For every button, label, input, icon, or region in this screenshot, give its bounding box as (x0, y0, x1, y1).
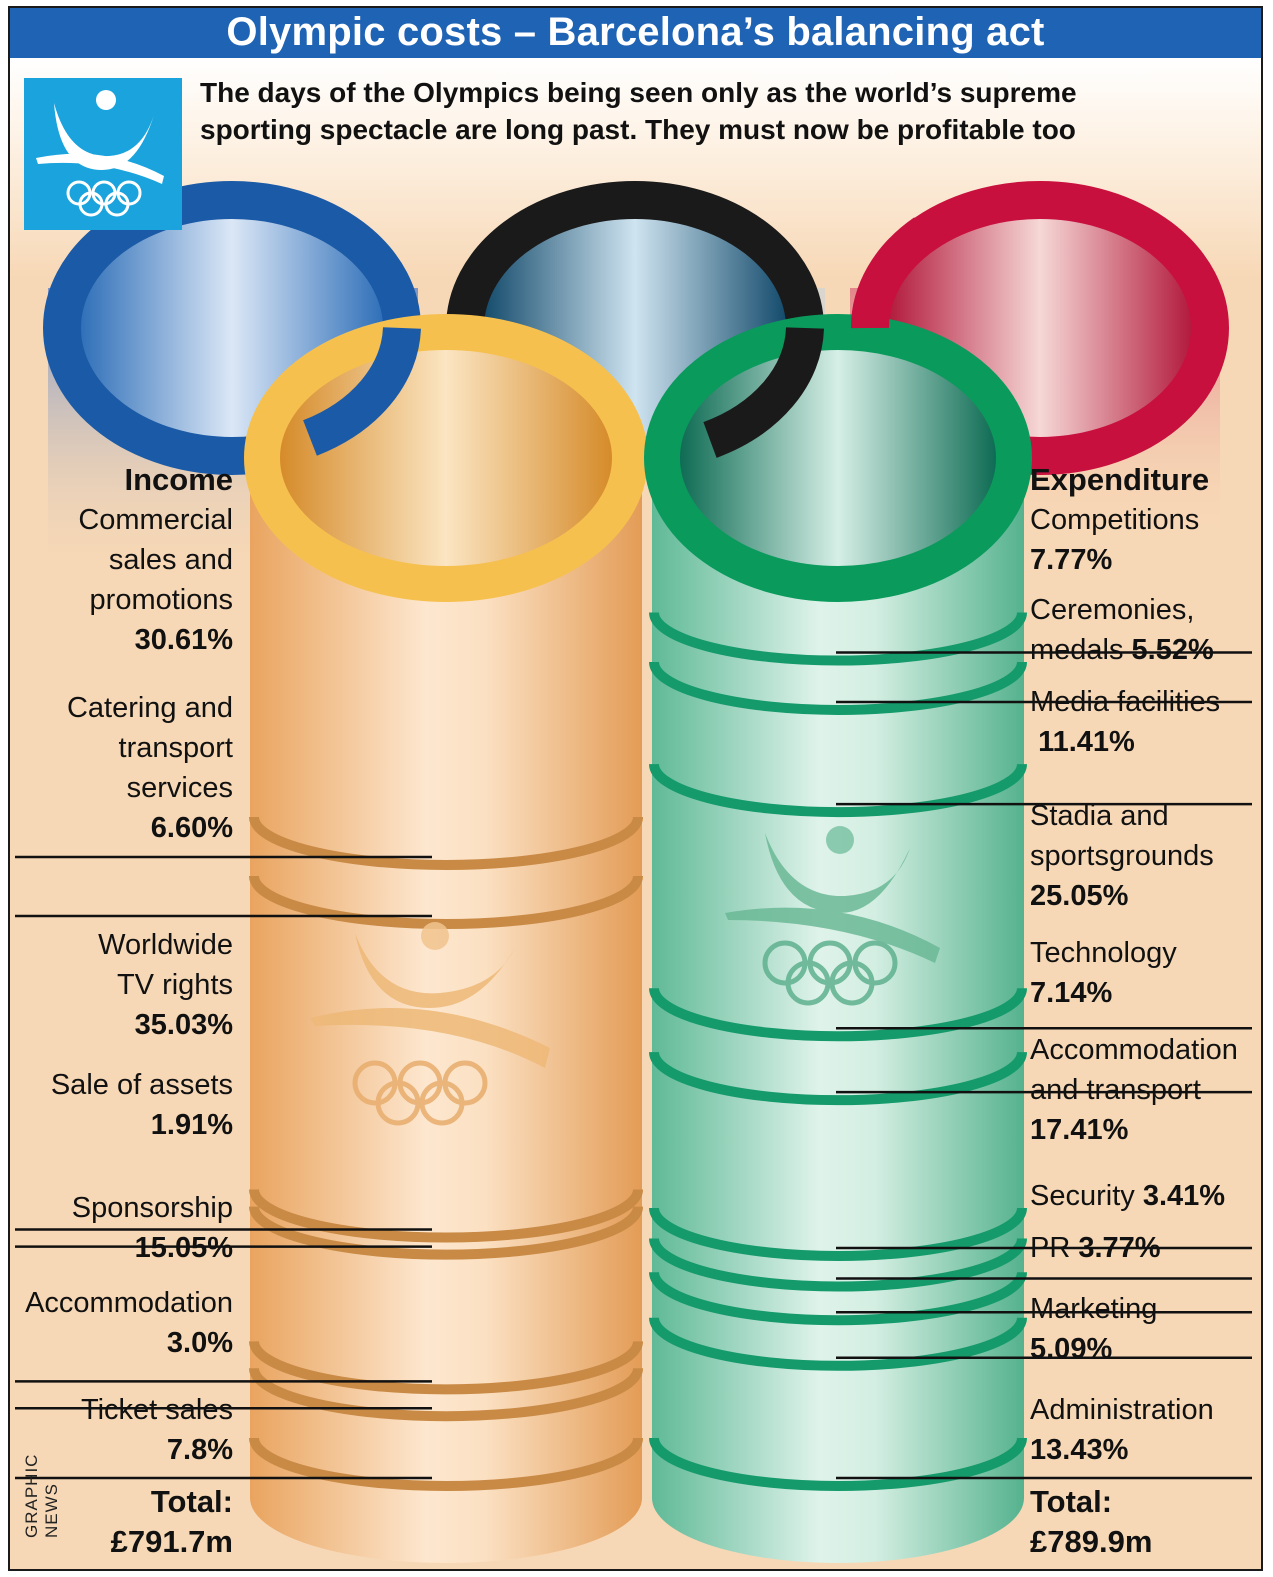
expenditure-segment-band-7 (649, 1238, 1027, 1292)
income-label-commercial: Commercial sales and promotions 30.61% (78, 504, 233, 656)
income-total-label: Total: (150, 1484, 233, 1519)
exp-category-competitions: Competitions (1030, 504, 1200, 536)
expenditure-total: Total: £789.9m (1030, 1482, 1261, 1562)
income-column-logo-icon (310, 922, 550, 1126)
yellow-ring (244, 314, 648, 602)
expenditure-segment-band-9 (649, 1317, 1027, 1371)
exp-category-marketing: Marketing (1030, 1293, 1158, 1325)
infographic-frame: Olympic costs – Barcelona’s balancing ac… (8, 6, 1263, 1571)
exp-value-administration: 13.43% (1030, 1434, 1129, 1466)
expenditure-segment-band-8 (649, 1271, 1027, 1326)
income-label-tickets: Ticket sales 7.8% (10, 1390, 233, 1470)
blue-ring-overlap (302, 326, 421, 456)
expenditure-heading: Expenditure (1030, 462, 1210, 497)
exp-label-technology: Technology 7.14% (1030, 933, 1261, 1013)
exp-category-administration: Administration (1030, 1394, 1214, 1426)
income-segment-band-2 (249, 875, 643, 930)
income-segment-band-1 (249, 816, 643, 870)
income-total: Total: £791.7m (10, 1482, 233, 1562)
expenditure-segment-band-5 (649, 1051, 1027, 1106)
exp-value-stadia: 25.05% (1030, 880, 1129, 912)
subtitle: The days of the Olympics being seen only… (200, 74, 1250, 148)
exp-value-pr: 3.77% (1078, 1232, 1161, 1264)
expenditure-segment-band-2 (649, 661, 1027, 715)
income-category-assets: Sale of assets (50, 1069, 233, 1101)
expenditure-segment-bands (649, 612, 1027, 1491)
income-heading: Income (124, 462, 233, 497)
expenditure-segment-band-6 (649, 1207, 1027, 1261)
income-total-value: £791.7m (110, 1524, 233, 1559)
income-category-tickets: Ticket sales (80, 1394, 233, 1426)
income-value-commercial: 30.61% (134, 624, 233, 656)
income-label-catering: Catering and transport services 6.60% (66, 692, 233, 844)
income-value-catering: 6.60% (150, 812, 233, 844)
income-segment-band-7 (249, 1437, 643, 1491)
expenditure-segment-band-4 (649, 987, 1027, 1042)
income-category-sponsorship: Sponsorship (71, 1192, 233, 1224)
income-category-accommodation: Accommodation (25, 1287, 233, 1319)
exp-label-security: Security 3.41% (1030, 1176, 1261, 1216)
barcelona-92-logo-icon (24, 78, 182, 230)
exp-category-technology: Technology (1030, 937, 1177, 969)
exp-value-accommodation: 17.41% (1030, 1114, 1129, 1146)
expenditure-segment-band-10 (649, 1437, 1027, 1491)
expenditure-segment-band-3 (649, 763, 1027, 818)
income-segment-band-3 (249, 1189, 643, 1243)
exp-label-administration: Administration 13.43% (1030, 1390, 1261, 1470)
exp-category-pr: PR (1030, 1232, 1071, 1264)
exp-value-security: 3.41% (1142, 1180, 1226, 1212)
exp-total-value: £789.9m (1030, 1524, 1153, 1559)
olympic-rings-icon (43, 181, 1229, 602)
green-ring (644, 314, 1032, 602)
expenditure-segment-band-1 (649, 612, 1027, 666)
subtitle-line-2: sporting spectacle are long past. They m… (200, 114, 1076, 145)
exp-label-marketing: Marketing 5.09% (1030, 1289, 1261, 1369)
income-label-sponsorship: Sponsorship 15.05% (10, 1188, 233, 1268)
income-segment-bands (249, 816, 643, 1491)
exp-value-competitions: 7.77% (1030, 544, 1113, 576)
income-value-sponsorship: 15.05% (134, 1232, 233, 1264)
expenditure-column-body (652, 478, 1024, 1563)
expenditure-column-logo-icon (725, 826, 940, 1006)
chart-svg (15, 181, 1252, 1563)
exp-value-technology: 7.14% (1030, 977, 1113, 1009)
exp-label-competitions: Competitions 7.77% (1030, 500, 1261, 580)
income-value-tickets: 7.8% (166, 1434, 233, 1466)
income-segment-band-6 (249, 1367, 643, 1422)
income-label-tv: Worldwide TV rights 35.03% (98, 929, 233, 1041)
exp-total-label: Total: (1030, 1484, 1113, 1519)
exp-category-security: Security (1030, 1180, 1135, 1212)
exp-value-media: 11.41% (1038, 726, 1135, 758)
income-label-assets: Sale of assets 1.91% (10, 1065, 233, 1145)
income-value-tv: 35.03% (134, 1009, 233, 1041)
red-ring-overlap-left (850, 217, 937, 329)
subtitle-line-1: The days of the Olympics being seen only… (200, 77, 1077, 108)
income-value-accommodation: 3.0% (166, 1327, 233, 1359)
credit-text: GRAPHIC NEWS (22, 1453, 61, 1538)
exp-value-marketing: 5.09% (1030, 1333, 1113, 1365)
income-label-accommodation: Accommodation 3.0% (10, 1283, 233, 1363)
income-value-assets: 1.91% (150, 1109, 233, 1141)
exp-value-ceremonies: 5.52% (1131, 634, 1214, 666)
exp-label-pr: PR 3.77% (1030, 1228, 1261, 1268)
income-segment-band-5 (249, 1340, 643, 1395)
page-title: Olympic costs – Barcelona’s balancing ac… (10, 8, 1261, 58)
exp-label-accommodation: Accommodation and transport 17.41% (1030, 1034, 1238, 1146)
exp-label-ceremonies: Ceremonies, medals 5.52% (1030, 594, 1214, 666)
leader-lines (15, 651, 1252, 1480)
expenditure-column (652, 478, 1024, 1563)
black-ring-overlap (703, 326, 824, 458)
exp-label-media: Media facilities 11.41% (1030, 682, 1261, 762)
exp-label-stadia: Stadia and sportsgrounds 25.05% (1030, 800, 1214, 912)
exp-category-media: Media facilities (1030, 686, 1221, 718)
